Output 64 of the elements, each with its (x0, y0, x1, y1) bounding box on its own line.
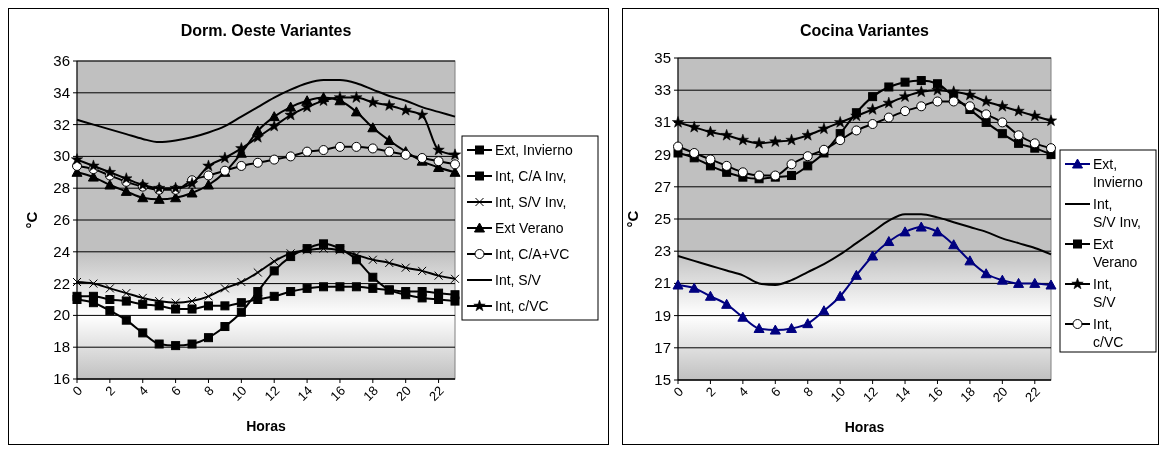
x-tick-label: 18 (360, 382, 381, 404)
y-tick-label: 28 (53, 179, 70, 197)
y-tick-label: 35 (654, 49, 671, 66)
y-axis-title: °C (23, 211, 40, 229)
x-tick-label: 12 (859, 383, 881, 405)
x-tick-label: 4 (735, 383, 752, 400)
legend-label: Int, c/VC (495, 298, 549, 314)
legend-label: Ext, Invierno (495, 142, 574, 158)
y-tick-label: 24 (53, 242, 70, 260)
y-tick-label: 18 (53, 338, 70, 356)
y-tick-label: 20 (53, 306, 70, 324)
y-tick-label: 16 (53, 370, 70, 387)
legend-label: Int, S/V (1093, 276, 1117, 310)
x-tick-label: 16 (327, 382, 349, 404)
y-tick-label: 33 (654, 81, 671, 99)
y-tick-label: 32 (53, 115, 70, 133)
x-tick-label: 0 (670, 383, 687, 400)
y-tick-label: 31 (654, 113, 671, 131)
x-tick-label: 8 (800, 383, 816, 400)
y-tick-label: 30 (53, 147, 70, 165)
legend-label: Int, C/A+VC (495, 246, 570, 262)
x-tick-label: 4 (135, 382, 151, 399)
x-tick-label: 6 (767, 383, 784, 400)
chart-title: Dorm. Oeste Variantes (180, 22, 352, 39)
legend-label: Ext Verano (495, 220, 564, 236)
legend-label: Int, S/V Inv, (1093, 196, 1141, 230)
x-tick-label: 20 (989, 383, 1011, 405)
y-tick-label: 26 (53, 211, 70, 228)
y-tick-label: 17 (654, 338, 671, 356)
y-axis-title: °C (624, 210, 641, 228)
x-tick-label: 10 (827, 383, 849, 405)
y-tick-label: 29 (654, 145, 671, 163)
x-tick-label: 14 (892, 383, 914, 405)
legend-label: Int, c/VC (1093, 316, 1124, 350)
chart-title: Cocina Variantes (800, 22, 930, 39)
x-tick-label: 8 (200, 382, 217, 399)
y-tick-label: 21 (654, 274, 671, 292)
x-tick-label: 22 (1022, 383, 1043, 405)
y-tick-label: 22 (53, 274, 70, 292)
x-tick-label: 12 (261, 382, 283, 404)
legend-label: Int, C/A Inv, (495, 168, 567, 184)
y-tick-label: 25 (654, 210, 671, 227)
x-tick-label: 0 (69, 382, 86, 399)
x-tick-label: 6 (168, 382, 184, 399)
x-tick-label: 16 (924, 383, 946, 405)
y-tick-label: 27 (654, 177, 671, 195)
y-tick-label: 19 (654, 306, 671, 324)
x-axis-title: Horas (246, 418, 287, 434)
x-tick-label: 22 (425, 382, 447, 404)
legend-label: Int, S/V (495, 272, 542, 288)
y-tick-label: 36 (53, 52, 70, 69)
y-tick-label: 23 (654, 242, 671, 260)
y-tick-label: 15 (654, 371, 671, 388)
x-tick-label: 20 (393, 382, 414, 404)
legend-label: Int, S/V Inv, (495, 194, 567, 210)
y-tick-label: 34 (53, 83, 70, 101)
x-tick-label: 10 (228, 382, 250, 404)
x-axis-title: Horas (844, 419, 885, 435)
legend-label: Ext, Invierno (1093, 156, 1144, 190)
x-tick-label: 2 (102, 382, 119, 399)
x-tick-label: 18 (957, 383, 979, 405)
x-tick-label: 2 (702, 383, 719, 400)
x-tick-label: 14 (294, 382, 316, 404)
legend-label: Ext Verano (1093, 236, 1138, 270)
